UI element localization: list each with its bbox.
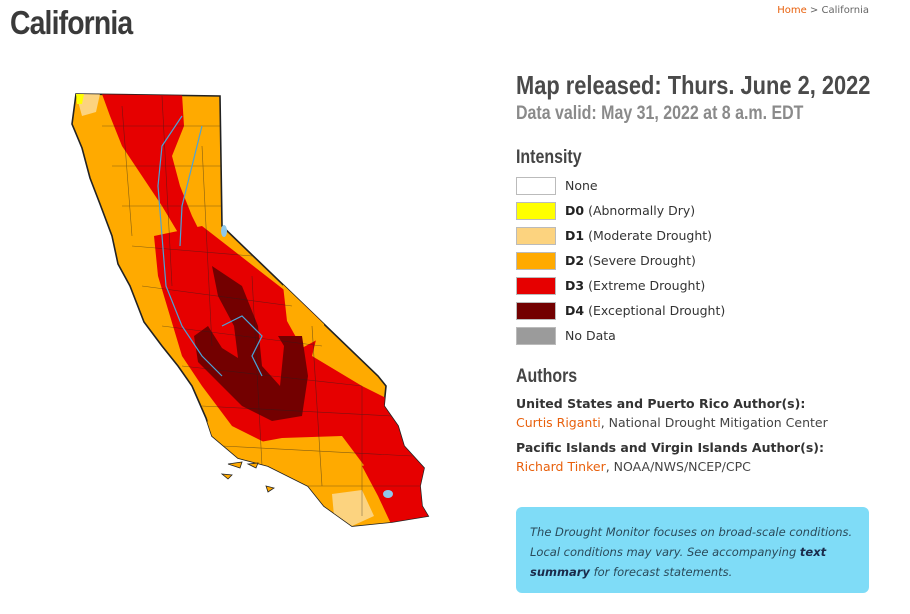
legend-item: D4 (Exceptional Drought): [516, 298, 876, 323]
legend-label: D0 (Abnormally Dry): [565, 203, 696, 218]
legend-label: D2 (Severe Drought): [565, 253, 696, 268]
page-title: California: [10, 4, 133, 41]
legend-swatch-d0: [516, 201, 556, 220]
legend-swatch-d3: [516, 276, 556, 295]
legend-item: None: [516, 173, 876, 198]
legend-swatch-d2: [516, 251, 556, 270]
authors-title: Authors: [516, 366, 578, 387]
us-author-line: Curtis Riganti, National Drought Mitigat…: [516, 415, 876, 430]
us-author-link[interactable]: Curtis Riganti: [516, 415, 601, 430]
data-valid: Data valid: May 31, 2022 at 8 a.m. EDT: [516, 103, 804, 124]
legend-label: D4 (Exceptional Drought): [565, 303, 726, 318]
drought-map: [62, 86, 462, 536]
d4-region: [194, 266, 308, 421]
breadcrumb-home-link[interactable]: Home: [777, 5, 807, 16]
map-released: Map released: Thurs. June 2, 2022: [516, 70, 871, 100]
pacific-author-line: Richard Tinker, NOAA/NWS/NCEP/CPC: [516, 459, 876, 474]
legend-item: D0 (Abnormally Dry): [516, 198, 876, 223]
breadcrumb-separator: >: [809, 5, 819, 16]
legend-label: None: [565, 178, 598, 193]
info-note: The Drought Monitor focuses on broad-sca…: [516, 507, 869, 593]
legend-item: D3 (Extreme Drought): [516, 273, 876, 298]
legend-item: D1 (Moderate Drought): [516, 223, 876, 248]
breadcrumb: Home > California: [777, 5, 869, 16]
county-lines: [102, 95, 422, 516]
legend-title: Intensity: [516, 147, 582, 168]
legend-swatch-d1: [516, 226, 556, 245]
d0-region-north: [76, 94, 84, 104]
salton-sea: [383, 490, 393, 498]
channel-islands: [220, 461, 275, 493]
rivers: [157, 115, 263, 377]
legend-item: No Data: [516, 323, 876, 348]
note-text-1: The Drought Monitor focuses on broad-sca…: [530, 525, 853, 559]
pacific-author-link[interactable]: Richard Tinker: [516, 459, 606, 474]
legend-item: D2 (Severe Drought): [516, 248, 876, 273]
pacific-author-heading: Pacific Islands and Virgin Islands Autho…: [516, 440, 824, 455]
breadcrumb-current: California: [821, 5, 870, 16]
legend-swatch-d4: [516, 301, 556, 320]
note-text-2: for forecast statements.: [589, 565, 733, 579]
legend-label: No Data: [565, 328, 616, 343]
pacific-author-org: , NOAA/NWS/NCEP/CPC: [605, 459, 751, 474]
d1-region: [332, 490, 374, 526]
legend-swatch-no-data: [516, 326, 556, 345]
d3-region-north: [102, 94, 202, 236]
lake-tahoe: [221, 225, 227, 237]
legend-label: D1 (Moderate Drought): [565, 228, 713, 243]
d4-region-east: [396, 386, 428, 428]
california-drought-map: [71, 93, 430, 527]
d3-region-southeast: [362, 456, 428, 526]
legend-swatch-none: [516, 176, 556, 195]
info-panel: Map released: Thurs. June 2, 2022 Data v…: [516, 70, 876, 484]
us-author-heading: United States and Puerto Rico Author(s):: [516, 396, 806, 411]
text-summary-link[interactable]: text summary: [530, 545, 827, 579]
legend: None D0 (Abnormally Dry) D1 (Moderate Dr…: [516, 173, 876, 348]
us-author-org: , National Drought Mitigation Center: [600, 415, 828, 430]
legend-label: D3 (Extreme Drought): [565, 278, 706, 293]
